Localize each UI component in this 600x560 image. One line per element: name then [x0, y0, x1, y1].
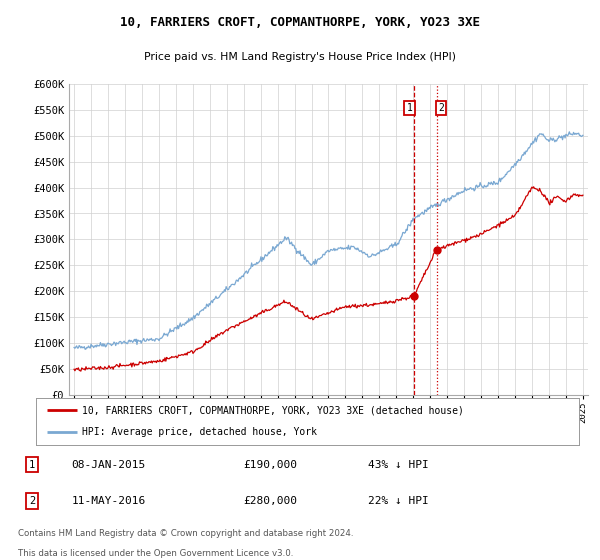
Text: 10, FARRIERS CROFT, COPMANTHORPE, YORK, YO23 3XE: 10, FARRIERS CROFT, COPMANTHORPE, YORK, …	[120, 16, 480, 29]
Text: 43% ↓ HPI: 43% ↓ HPI	[368, 460, 428, 470]
Text: £190,000: £190,000	[244, 460, 298, 470]
Text: 10, FARRIERS CROFT, COPMANTHORPE, YORK, YO23 3XE (detached house): 10, FARRIERS CROFT, COPMANTHORPE, YORK, …	[82, 405, 464, 416]
Text: 2: 2	[438, 104, 444, 113]
Text: £280,000: £280,000	[244, 496, 298, 506]
Text: 22% ↓ HPI: 22% ↓ HPI	[368, 496, 428, 506]
Text: 1: 1	[407, 104, 413, 113]
Text: 11-MAY-2016: 11-MAY-2016	[71, 496, 146, 506]
Text: HPI: Average price, detached house, York: HPI: Average price, detached house, York	[82, 427, 317, 437]
Text: Price paid vs. HM Land Registry's House Price Index (HPI): Price paid vs. HM Land Registry's House …	[144, 53, 456, 62]
Text: 1: 1	[29, 460, 35, 470]
Text: 2: 2	[29, 496, 35, 506]
Text: This data is licensed under the Open Government Licence v3.0.: This data is licensed under the Open Gov…	[18, 549, 293, 558]
Text: 08-JAN-2015: 08-JAN-2015	[71, 460, 146, 470]
Text: Contains HM Land Registry data © Crown copyright and database right 2024.: Contains HM Land Registry data © Crown c…	[18, 529, 353, 538]
